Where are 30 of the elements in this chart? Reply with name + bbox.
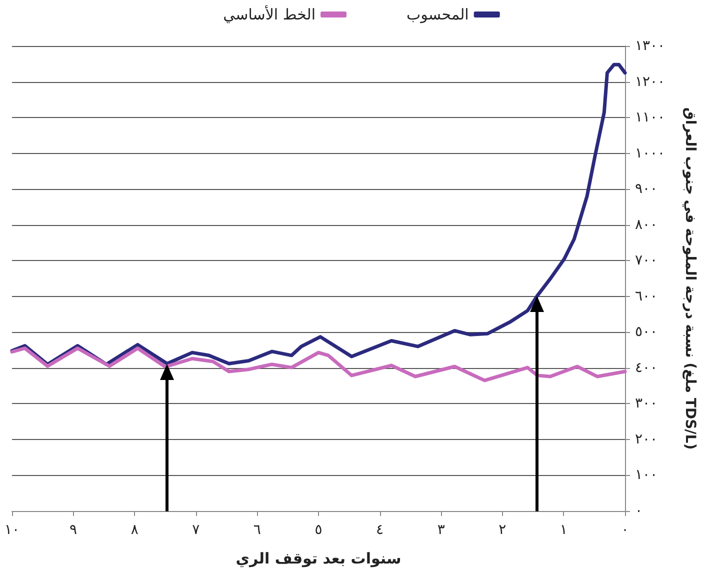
- y-tick-label: ٥٠٠: [635, 324, 658, 340]
- x-tick-label: ٧: [192, 522, 200, 538]
- y-tick-label: ٩٠٠: [635, 181, 658, 198]
- x-tick-label: ٣: [437, 522, 446, 538]
- legend-label: المحسوب: [406, 6, 469, 24]
- x-tick-label: ١: [560, 522, 568, 538]
- y-tick-label: ١٠٠٠: [635, 145, 666, 162]
- x-tick-label: ٥: [314, 522, 322, 538]
- y-tick-label: ١٢٠٠: [635, 74, 666, 90]
- y-tick-label: ٤٠٠: [635, 360, 658, 376]
- x-tick-label: ٢: [498, 522, 506, 538]
- y-tick-label: ٦٠٠: [635, 288, 658, 304]
- y-tick-label: ١١٠٠: [635, 110, 666, 126]
- y-tick-label: ٢٠٠: [635, 431, 658, 448]
- y-tick-label: ٠: [635, 503, 643, 519]
- x-tick-label: ١٠: [4, 522, 20, 538]
- x-tick-label: ٤: [376, 522, 384, 538]
- y-tick-label: ١٠٠: [635, 467, 658, 484]
- line-series: [10, 346, 627, 382]
- legend-label: الخط الأساسي: [223, 4, 316, 24]
- x-tick-label: ٦: [253, 522, 261, 538]
- x-tick-label: ٨: [130, 522, 139, 538]
- y-tick-label: ٣٠٠: [635, 396, 658, 412]
- y-tick-label: ٧٠٠: [635, 252, 658, 269]
- y-tick-label: ١٣٠٠: [635, 38, 666, 54]
- x-tick-label: ٠: [621, 522, 629, 538]
- x-axis-title: سنوات بعد توقف الري: [236, 550, 402, 568]
- y-tick-label: ٨٠٠: [635, 216, 658, 233]
- y-axis-title: نسبة درجة الملوحة في جنوب العراق (ملغ TDS/L): [682, 107, 698, 450]
- x-tick-label: ٩: [70, 522, 78, 538]
